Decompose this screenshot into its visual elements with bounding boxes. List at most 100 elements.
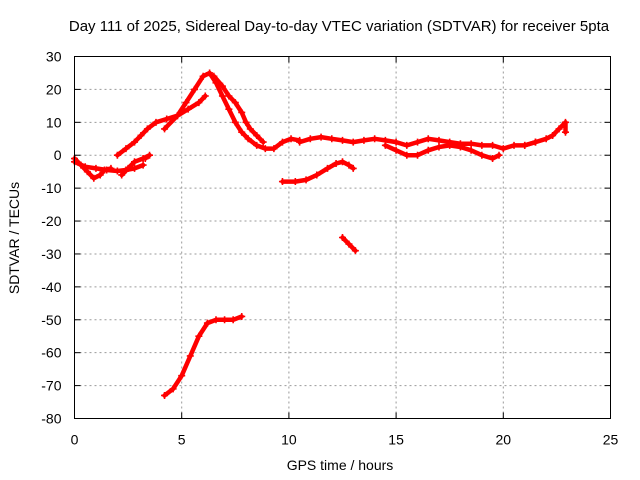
chart-title: Day 111 of 2025, Sidereal Day-to-day VTE… (69, 18, 610, 35)
data-point (124, 164, 132, 172)
x-tick-label: 0 (71, 432, 79, 448)
data-point (345, 161, 353, 169)
data-point (467, 146, 475, 154)
data-point (118, 171, 126, 179)
plot-frame (74, 56, 611, 419)
series-main-peak (161, 69, 304, 153)
data-point (345, 240, 353, 248)
data-point (371, 135, 379, 143)
series-midday-band (296, 133, 539, 153)
data-point (143, 125, 151, 133)
data-point (173, 112, 181, 120)
data-point (521, 141, 529, 149)
data-point (163, 115, 171, 123)
data-point (92, 164, 100, 172)
data-point (113, 167, 121, 175)
series-afternoon-dip (381, 141, 503, 163)
data-point (278, 138, 286, 146)
y-tick-label: -80 (41, 411, 61, 427)
data-point (317, 133, 325, 141)
y-tick-label: 30 (46, 49, 62, 65)
data-point (253, 141, 261, 149)
data-point (349, 138, 357, 146)
y-tick-label: 10 (46, 114, 62, 130)
series-line (115, 93, 208, 158)
series-gap-trace (118, 151, 154, 179)
data-point (242, 118, 250, 126)
data-point (287, 135, 295, 143)
data-point (195, 332, 203, 340)
series-shoulder (210, 72, 267, 146)
data-point (414, 138, 422, 146)
data-point (291, 178, 299, 186)
data-point (137, 131, 145, 139)
data-point (184, 105, 192, 113)
data-point (381, 141, 389, 149)
data-point (195, 99, 203, 107)
y-tick-label: -40 (41, 279, 61, 295)
data-point (169, 385, 177, 393)
data-point (199, 72, 207, 80)
data-point (218, 92, 226, 100)
data-point (270, 145, 278, 153)
data-point (313, 171, 321, 179)
data-point (339, 136, 346, 144)
data-point (83, 168, 91, 176)
y-tick-label: -20 (41, 213, 61, 229)
y-tick-label: -70 (41, 378, 61, 394)
data-point (131, 164, 139, 172)
y-tick-label: -10 (41, 180, 61, 196)
data-point (231, 118, 239, 126)
data-point (96, 171, 104, 179)
x-tick-label: 10 (281, 432, 297, 448)
data-point (549, 131, 557, 139)
data-point (478, 151, 486, 159)
data-point (231, 99, 239, 107)
data-point (210, 72, 218, 80)
data-point (339, 234, 346, 241)
data-point (555, 125, 563, 133)
x-tick-label: 15 (388, 432, 404, 448)
data-point (206, 69, 214, 77)
data-point (225, 105, 233, 113)
data-point (510, 141, 518, 149)
data-point (392, 146, 400, 154)
data-point (561, 118, 569, 126)
data-point (244, 135, 252, 143)
data-point (191, 85, 199, 93)
data-point (489, 141, 497, 149)
data-point (152, 118, 160, 126)
data-point (495, 151, 503, 159)
data-point (238, 108, 246, 116)
data-point (296, 138, 304, 146)
data-point (323, 164, 331, 172)
data-point (339, 158, 346, 166)
y-tick-label: -50 (41, 312, 61, 328)
y-axis-label: SDTVAR / TECUs (6, 182, 22, 294)
data-point (218, 82, 226, 90)
series-rise-a (113, 92, 209, 159)
data-point (182, 99, 190, 107)
data-point (201, 92, 209, 100)
data-point (278, 178, 286, 186)
y-tick-label: 20 (46, 81, 62, 97)
data-point (246, 125, 254, 133)
data-point (259, 138, 267, 146)
data-point (403, 141, 411, 149)
data-point (531, 138, 539, 146)
data-point (186, 352, 194, 360)
data-point (90, 174, 98, 182)
data-point (467, 140, 475, 148)
data-point (225, 92, 233, 100)
data-point (229, 316, 237, 324)
data-point (302, 176, 310, 184)
data-point (146, 151, 154, 159)
data-point (360, 136, 368, 144)
data-point (349, 164, 357, 172)
data-point (332, 159, 340, 167)
data-point (212, 316, 220, 324)
series-line (162, 70, 302, 151)
grid (74, 56, 611, 419)
series-deep-dip (161, 312, 246, 399)
